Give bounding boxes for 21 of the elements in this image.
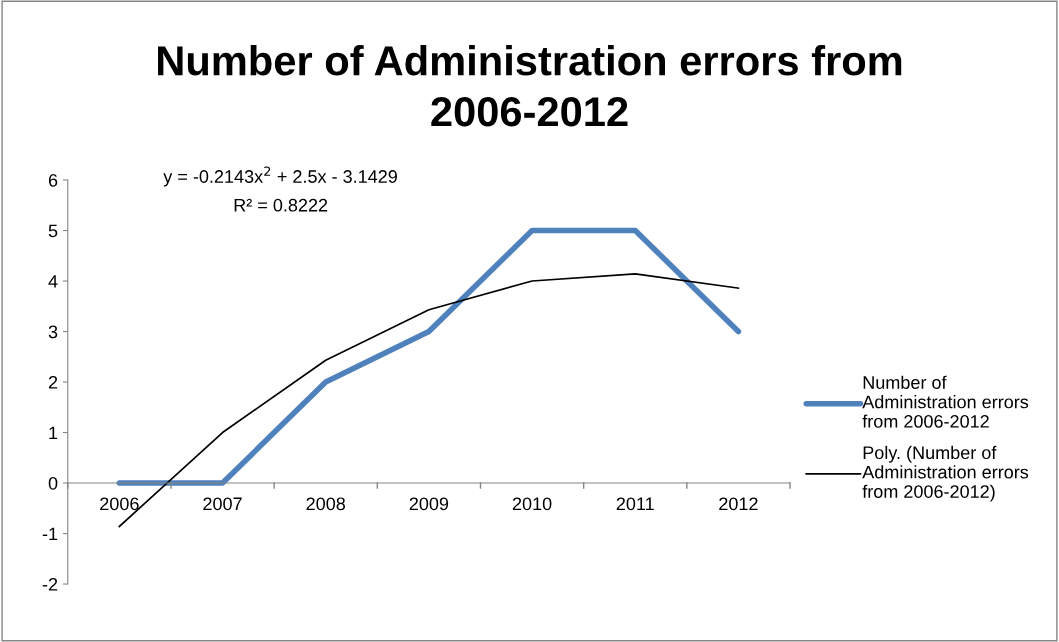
legend-label: Poly. (Number of Administration errors from 2006-2012) xyxy=(862,445,1029,502)
legend-label: Number of Administration errors from 2006-2012 xyxy=(862,375,1029,428)
annotation: y = -0.2143x$^{2}$ + 2.5x - 3.1429 xyxy=(163,166,397,187)
y-tick-label: -2 xyxy=(42,577,58,591)
y-tick-label: 5 xyxy=(48,224,58,238)
y-tick-label: 2 xyxy=(48,375,58,389)
y-tick-label: 1 xyxy=(49,426,58,440)
x-tick-label: 2010 xyxy=(512,497,552,511)
y-tick-label: 6 xyxy=(48,173,58,187)
y-tick-label: 3 xyxy=(48,325,58,339)
y-tick-label: 4 xyxy=(48,275,58,288)
x-tick-label: 2009 xyxy=(409,497,449,511)
y-tick-label: 0 xyxy=(48,476,58,490)
annotation: R² = 0.8222 xyxy=(234,198,328,212)
chart-title: Number of Administration errors from 2006-2012 xyxy=(158,45,902,127)
y-tick-label: -1 xyxy=(42,527,58,541)
x-tick-label: 2011 xyxy=(616,497,654,511)
x-tick-label: 2007 xyxy=(203,497,242,511)
x-tick-label: 2012 xyxy=(719,497,758,511)
x-tick-label: 2008 xyxy=(306,497,346,511)
x-tick-label: 2006 xyxy=(100,497,139,511)
